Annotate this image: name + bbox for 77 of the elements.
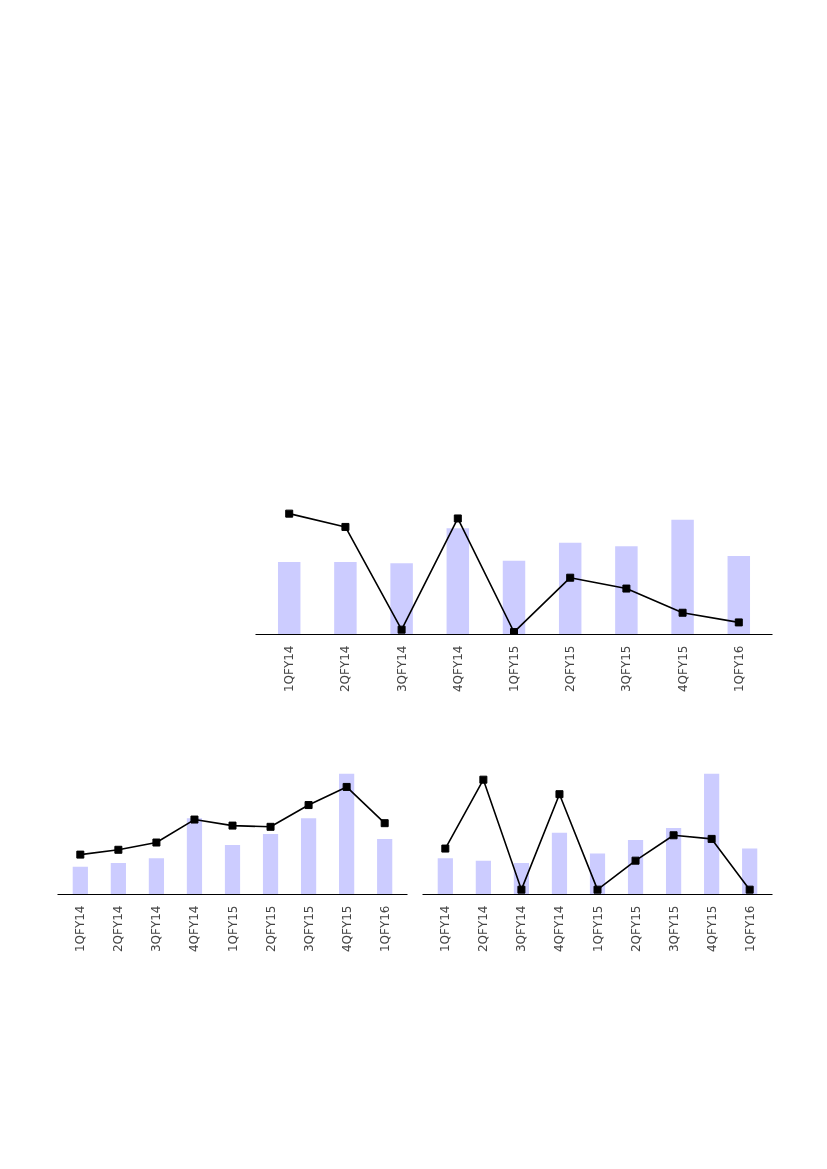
point xyxy=(190,815,199,824)
bar xyxy=(727,555,751,635)
bar xyxy=(437,858,453,895)
point xyxy=(397,625,406,634)
point xyxy=(593,885,602,894)
point xyxy=(678,608,687,617)
bar xyxy=(262,834,279,895)
x-tick-label: 4QFY14 xyxy=(187,905,202,953)
point xyxy=(266,822,275,831)
bar xyxy=(224,844,241,895)
point xyxy=(285,509,294,518)
bar xyxy=(110,863,126,895)
point xyxy=(342,782,351,791)
x-tick-label: 3QFY15 xyxy=(301,905,316,953)
x-tick-label: 3QFY14 xyxy=(394,645,409,693)
bar xyxy=(334,561,357,635)
point xyxy=(622,584,631,593)
point xyxy=(707,834,716,843)
x-tick-label: 1QFY15 xyxy=(225,905,240,953)
bar xyxy=(558,542,582,635)
x-tick-label: 3QFY15 xyxy=(666,905,681,953)
bar xyxy=(671,519,694,635)
x-tick-label: 2QFY15 xyxy=(628,905,643,953)
point xyxy=(669,831,678,840)
point xyxy=(114,845,123,854)
x-tick-label: 1QFY14 xyxy=(73,905,88,953)
x-tick-label: 1QFY16 xyxy=(731,645,746,693)
point xyxy=(745,885,754,894)
bar xyxy=(377,838,393,895)
x-tick-label: 1QFY15 xyxy=(507,645,521,693)
bar xyxy=(186,818,203,895)
point xyxy=(555,790,564,799)
point xyxy=(510,628,518,635)
bar xyxy=(390,563,413,635)
bar xyxy=(72,866,88,895)
x-tick-label: 1QFY16 xyxy=(377,905,392,953)
x-tick-label: 2QFY14 xyxy=(111,905,126,953)
x-tick-label: 2QFY15 xyxy=(263,905,278,953)
bar xyxy=(446,528,470,635)
x-tick-label: 3QFY15 xyxy=(619,645,634,693)
x-tick-label: 2QFY15 xyxy=(563,645,578,693)
point xyxy=(734,618,743,627)
bar xyxy=(300,818,317,895)
x-tick-label: 1QFY15 xyxy=(590,905,605,953)
x-tick-label: 4QFY15 xyxy=(704,905,719,953)
point xyxy=(631,856,640,865)
x-tick-label: 4QFY15 xyxy=(339,905,354,953)
x-tick-label: 3QFY14 xyxy=(149,905,164,953)
bar xyxy=(551,832,568,895)
x-tick-label: 1QFY14 xyxy=(438,905,453,953)
point xyxy=(479,775,488,784)
bar xyxy=(665,828,682,895)
bar xyxy=(148,858,165,895)
bar xyxy=(615,546,638,635)
point xyxy=(341,522,350,531)
x-tick-label: 2QFY14 xyxy=(476,905,491,953)
bar xyxy=(704,773,720,895)
point xyxy=(228,821,237,830)
x-tick-label: 4QFY14 xyxy=(552,905,567,953)
point xyxy=(517,885,526,894)
point xyxy=(152,838,161,847)
x-tick-label: 2QFY14 xyxy=(338,645,353,693)
x-tick-label: 1QFY16 xyxy=(742,905,757,953)
x-tick-label: 1QFY14 xyxy=(282,645,297,693)
bar xyxy=(339,773,355,895)
point xyxy=(441,844,450,853)
point xyxy=(566,573,575,582)
x-tick-label: 4QFY14 xyxy=(450,645,465,693)
bar xyxy=(475,860,491,895)
point xyxy=(453,514,462,523)
x-tick-label: 3QFY14 xyxy=(514,905,529,953)
point xyxy=(380,819,389,828)
bar xyxy=(502,560,526,635)
bar xyxy=(277,561,301,635)
x-tick-label: 4QFY15 xyxy=(675,645,690,693)
point xyxy=(304,801,313,810)
point xyxy=(76,850,85,859)
